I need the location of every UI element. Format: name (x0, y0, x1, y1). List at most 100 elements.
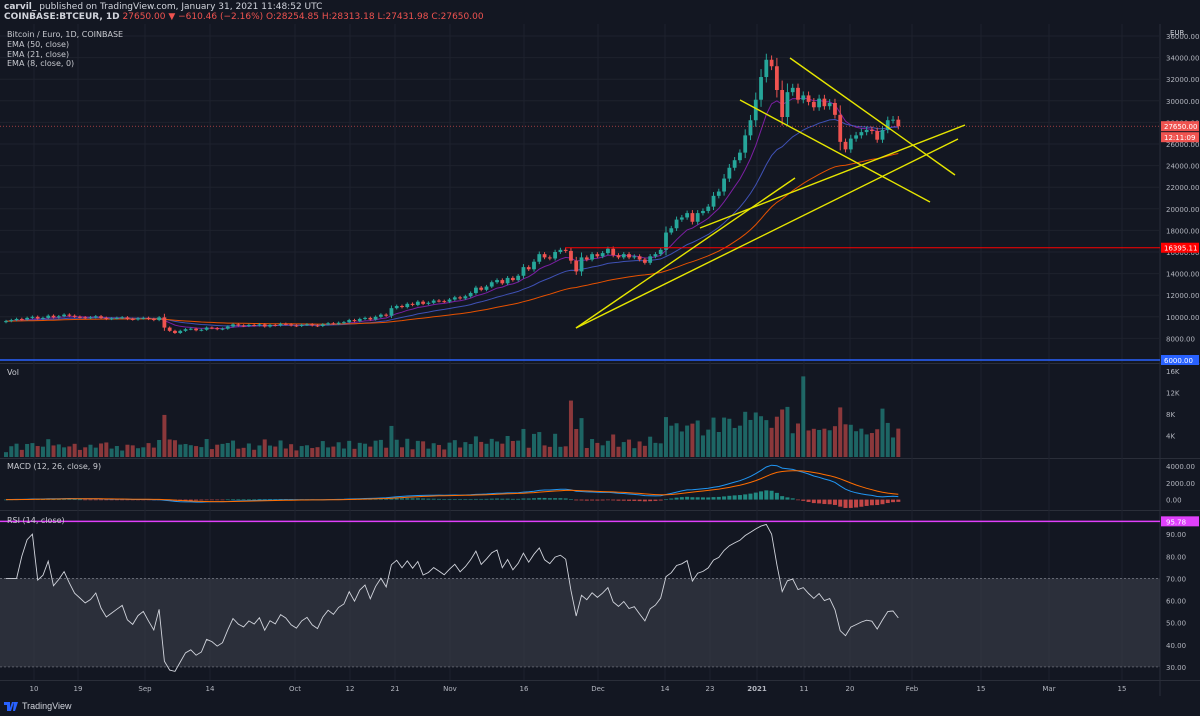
volume-bar (363, 443, 368, 457)
candle-body (83, 317, 88, 319)
macd-histogram-bar (674, 497, 679, 500)
candle-body (210, 327, 214, 329)
macd-histogram-bar (262, 499, 267, 500)
candle-body (542, 254, 547, 258)
candle-body (885, 120, 890, 130)
macd-histogram-bar (774, 492, 779, 500)
legend-ema21[interactable]: EMA (21, close) (7, 50, 70, 59)
candle-body (400, 306, 404, 308)
candle-body (526, 267, 531, 270)
candle-body (875, 131, 880, 140)
candle-body (532, 261, 536, 270)
trend-lines[interactable] (575, 57, 966, 329)
volume-bar (67, 446, 72, 457)
candle-body (458, 297, 462, 299)
macd-histogram-bar (632, 499, 637, 501)
candle-body (410, 303, 415, 305)
macd-histogram-bar (679, 497, 684, 500)
legend-rsi[interactable]: RSI (14, close) (7, 516, 65, 525)
volume-bar (489, 438, 494, 457)
candle-body (574, 260, 579, 272)
macd-histogram-bar (188, 499, 193, 501)
volume-bar (225, 442, 230, 457)
candle-body (642, 259, 647, 263)
volume-bar (104, 442, 109, 457)
volume-bar (616, 446, 621, 457)
volume-bar (410, 449, 415, 457)
footer-brand[interactable]: TradingView (4, 701, 72, 711)
volume-bar (167, 439, 172, 457)
time-tick-label: Dec (591, 685, 605, 693)
candle-body (452, 297, 457, 300)
last-price-tag: 27650.00 (1164, 123, 1197, 131)
candle-body (25, 317, 30, 320)
candle-body (241, 325, 246, 327)
macd-histogram-bar (394, 498, 399, 500)
volume-bar (685, 425, 690, 457)
candle-body (421, 301, 426, 304)
volume-bar (769, 427, 774, 457)
time-tick-label: 2021 (747, 685, 767, 693)
macd-histogram-bar (77, 499, 82, 501)
macd-histogram-bar (183, 499, 188, 501)
macd-histogram-bar (769, 490, 774, 500)
macd-histogram-bar (658, 499, 663, 501)
time-tick-label: Mar (1042, 685, 1055, 693)
rsi-band-fill (0, 578, 1160, 667)
volume-bar (785, 406, 790, 457)
candle-body (510, 277, 515, 281)
candle-body (590, 254, 594, 260)
volume-bar (817, 429, 822, 457)
legend-title[interactable]: Bitcoin / Euro, 1D, COINBASE (7, 30, 124, 39)
macd-histogram-bar (436, 498, 441, 500)
candle-body (104, 317, 109, 319)
author[interactable]: carvil_ (4, 2, 37, 12)
macd-histogram-bar (832, 499, 837, 505)
volume-bar (162, 414, 167, 457)
candle-body (415, 301, 420, 305)
published-line: carvil_ published on TradingView.com, Ja… (4, 2, 322, 12)
legend-macd[interactable]: MACD (12, 26, close, 9) (7, 462, 102, 471)
macd-histogram-bar (225, 499, 230, 501)
volume-bar (590, 439, 595, 457)
candle-body (611, 248, 616, 256)
volume-bar (801, 376, 806, 457)
macd-histogram-bar (51, 499, 56, 500)
volume-bar (415, 440, 420, 457)
legend-vol[interactable]: Vol (7, 368, 19, 377)
macd-histogram-bar (516, 498, 521, 500)
volume-bar (246, 443, 251, 457)
macd-histogram-bar (579, 499, 584, 501)
volume-bar (252, 449, 257, 457)
macd-histogram-bar (421, 498, 426, 500)
volume-bar (51, 445, 56, 457)
candle-body (315, 325, 320, 327)
macd-histogram-bar (568, 499, 573, 500)
volume-bar (669, 425, 674, 457)
candle-body (621, 254, 626, 258)
candle-body (785, 92, 790, 117)
price-tick-label: 16000.00 (1166, 249, 1199, 257)
candle-body (484, 286, 489, 290)
legend-ema50[interactable]: EMA (50, close) (7, 40, 70, 49)
macd-histogram-bar (473, 498, 478, 500)
macd-histogram-bar (785, 497, 790, 500)
candle-body (880, 129, 885, 140)
volume-bar (114, 446, 119, 457)
volume-bar (479, 441, 484, 457)
volume-bar (141, 447, 146, 457)
volume-bar (722, 417, 727, 457)
macd-histogram-bar (553, 498, 558, 500)
volume-bar (400, 447, 404, 457)
macd-histogram-bar (664, 499, 668, 500)
macd-histogram-bar (209, 499, 214, 501)
legend-ema8[interactable]: EMA (8, close, 0) (7, 59, 75, 68)
volume-bar (526, 447, 531, 457)
volume-bar (72, 443, 77, 457)
macd-histogram-bar (801, 499, 806, 501)
candle-body (669, 228, 674, 233)
volume-bar (568, 400, 573, 457)
rsi-tick-label: 70.00 (1166, 575, 1186, 583)
